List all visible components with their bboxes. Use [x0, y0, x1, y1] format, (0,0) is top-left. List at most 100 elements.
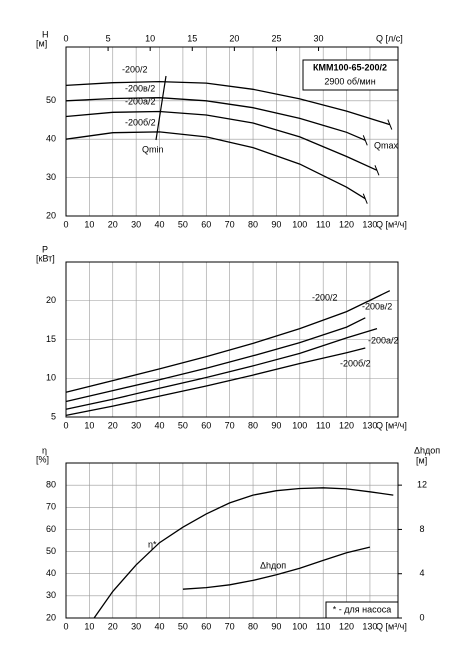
series-line — [65, 131, 366, 200]
x-tick-label: 70 — [225, 420, 235, 430]
qmin-line — [155, 75, 167, 141]
x-axis-label: Q [м³/ч] — [376, 219, 407, 229]
x-tick-label: 120 — [339, 219, 354, 229]
x-tick-label: 50 — [178, 219, 188, 229]
qmax-marker — [362, 193, 368, 204]
y-axis-unit: [м] — [36, 38, 47, 48]
series-line — [182, 546, 371, 590]
title-box — [302, 59, 399, 91]
y-tick-label: 15 — [46, 334, 56, 344]
plot-frame — [65, 46, 399, 217]
x-tick-label: 130 — [362, 420, 377, 430]
x-tick-label: 40 — [155, 219, 165, 229]
x-tick-label: 20 — [108, 420, 118, 430]
qmax-marker — [387, 119, 393, 130]
y2-axis-label: Δhдоп — [414, 445, 440, 455]
annotation: Qmax — [374, 140, 399, 150]
x2-tick-label: 20 — [229, 33, 239, 43]
series-label: -200в/2 — [125, 83, 155, 93]
y-tick-label: 80 — [46, 480, 56, 490]
x2-tick-label: 25 — [271, 33, 281, 43]
y-tick-label: 20 — [46, 210, 56, 220]
x-tick-label: 0 — [63, 621, 68, 631]
series-line — [65, 97, 366, 141]
y-tick-label: 5 — [51, 411, 56, 421]
chart-title: КММ100-65-200/2 — [313, 62, 387, 72]
y2-tick-label: 8 — [419, 524, 424, 534]
x-tick-label: 70 — [225, 621, 235, 631]
series-line — [65, 327, 378, 410]
y2-tick-label: 12 — [417, 480, 427, 490]
x2-tick-label: 0 — [63, 33, 68, 43]
plot-frame — [65, 261, 399, 418]
y-tick-label: 10 — [46, 373, 56, 383]
y-tick-label: 60 — [46, 524, 56, 534]
x-tick-label: 130 — [362, 219, 377, 229]
x-tick-label: 40 — [155, 420, 165, 430]
series-line — [93, 487, 394, 619]
x-tick-label: 10 — [84, 420, 94, 430]
series-line — [65, 347, 366, 417]
y-tick-label: 70 — [46, 502, 56, 512]
x-tick-label: 20 — [108, 219, 118, 229]
y2-tick-label: 4 — [419, 568, 424, 578]
x-tick-label: 20 — [108, 621, 118, 631]
x-tick-label: 50 — [178, 621, 188, 631]
series-label: -200/2 — [312, 292, 338, 302]
x-tick-label: 110 — [316, 219, 330, 229]
x-tick-label: 70 — [225, 219, 235, 229]
chart-subtitle: 2900 об/мин — [324, 76, 375, 86]
series-line — [65, 110, 378, 171]
y-tick-label: 30 — [46, 172, 56, 182]
x-axis-label: Q [м³/ч] — [376, 420, 407, 430]
qmax-marker — [362, 135, 368, 146]
note-box — [325, 601, 399, 619]
x2-axis-label: Q [л/с] — [376, 33, 403, 43]
x-tick-label: 30 — [131, 420, 141, 430]
series-label: -200/2 — [122, 64, 148, 74]
y-axis-unit: [кВт] — [36, 253, 55, 263]
x-tick-label: 0 — [63, 420, 68, 430]
series-label: -200в/2 — [362, 301, 392, 311]
y2-tick-label: 0 — [419, 612, 424, 622]
y-tick-label: 20 — [46, 612, 56, 622]
x-tick-label: 10 — [84, 621, 94, 631]
y-axis-unit: [%] — [36, 454, 49, 464]
x-tick-label: 30 — [131, 621, 141, 631]
x-tick-label: 90 — [271, 621, 281, 631]
x-tick-label: 110 — [316, 621, 330, 631]
series-label: η* — [148, 539, 157, 549]
y2-axis-unit: [м] — [416, 455, 427, 465]
x-tick-label: 60 — [201, 420, 211, 430]
y-axis-label: H — [42, 29, 49, 39]
series-line — [65, 290, 391, 393]
x-tick-label: 90 — [271, 219, 281, 229]
x-tick-label: 120 — [339, 420, 354, 430]
y-tick-label: 30 — [46, 590, 56, 600]
x2-tick-label: 5 — [106, 33, 111, 43]
x2-tick-label: 15 — [187, 33, 197, 43]
y-tick-label: 40 — [46, 134, 56, 144]
y-axis-label: P — [42, 244, 48, 254]
series-label: -200б/2 — [340, 358, 371, 368]
y-tick-label: 50 — [46, 95, 56, 105]
series-line — [65, 317, 366, 403]
x-tick-label: 110 — [316, 420, 330, 430]
series-label: Δhдоп — [260, 560, 286, 570]
plot-frame — [65, 462, 399, 619]
x-tick-label: 60 — [201, 219, 211, 229]
x-tick-label: 80 — [248, 219, 258, 229]
x-tick-label: 100 — [292, 219, 307, 229]
y-tick-label: 20 — [46, 295, 56, 305]
x-tick-label: 80 — [248, 621, 258, 631]
x-tick-label: 100 — [292, 621, 307, 631]
x-tick-label: 50 — [178, 420, 188, 430]
x-tick-label: 120 — [339, 621, 354, 631]
x-tick-label: 130 — [362, 621, 377, 631]
x-tick-label: 30 — [131, 219, 141, 229]
series-label: -200б/2 — [125, 117, 156, 127]
x-tick-label: 100 — [292, 420, 307, 430]
x-tick-label: 90 — [271, 420, 281, 430]
qmax-marker — [374, 165, 380, 176]
